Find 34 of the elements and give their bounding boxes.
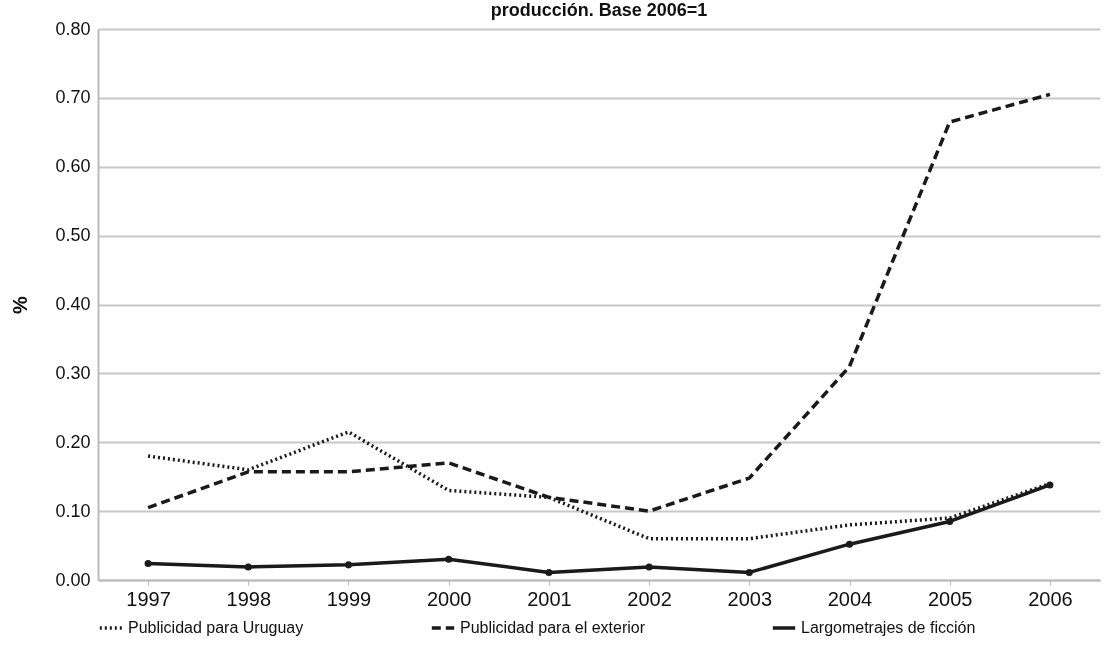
x-tick-label: 1997 — [126, 587, 171, 610]
legend-label: Largometrajes de ficción — [801, 619, 976, 636]
x-tick-label: 2003 — [727, 587, 773, 610]
x-tick-label: 2006 — [1028, 587, 1073, 610]
y-tick-label: 0.30 — [55, 362, 91, 383]
y-tick-label: 0.60 — [55, 156, 91, 177]
legend-label: Publicidad para Uruguay — [128, 619, 304, 636]
x-tick-label: 2005 — [927, 587, 973, 610]
point — [445, 555, 453, 563]
y-tick-label: 0.20 — [55, 431, 91, 452]
point — [1046, 481, 1054, 489]
x-tick-label: 1999 — [326, 587, 372, 610]
point — [344, 561, 353, 569]
y-tick-label: 0.00 — [55, 569, 91, 590]
x-tick-label: 2000 — [426, 587, 472, 610]
point — [745, 568, 753, 576]
point — [244, 563, 252, 571]
legend-label: Publicidad para el exterior — [460, 619, 646, 636]
point — [545, 568, 553, 576]
x-tick-label: 2002 — [627, 587, 672, 610]
x-tick-label: 2001 — [527, 587, 572, 610]
point — [845, 540, 854, 548]
y-tick-label: 0.10 — [55, 500, 91, 521]
y-tick-label: 0.50 — [55, 225, 91, 246]
y-axis-title: % — [9, 295, 32, 314]
point — [645, 563, 653, 571]
y-tick-label: 0.70 — [55, 87, 91, 108]
y-tick-label: 0.80 — [55, 18, 91, 39]
point — [946, 517, 954, 525]
x-tick-label: 1998 — [226, 587, 272, 610]
point — [144, 559, 152, 567]
y-tick-label: 0.40 — [55, 294, 91, 314]
x-tick-label: 2004 — [827, 587, 873, 610]
chart-title: producción. Base 2006=1 — [490, 0, 708, 20]
